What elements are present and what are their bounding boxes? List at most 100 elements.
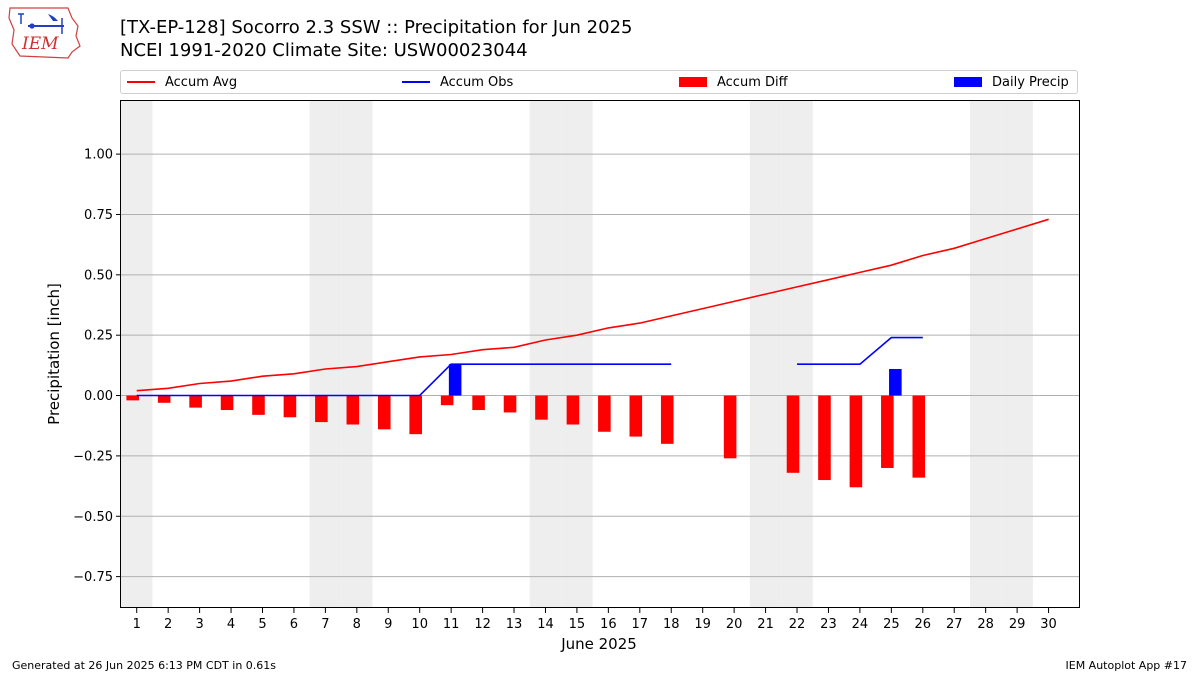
legend-item-accum-obs: Accum Obs (402, 71, 513, 93)
y-tick-label: 0.25 (84, 329, 113, 344)
footer-app: IEM Autoplot App #17 (1065, 659, 1188, 672)
y-tick-label: 1.00 (84, 148, 113, 163)
legend-label-accum-diff: Accum Diff (717, 74, 788, 90)
accum-diff-bar-16 (598, 395, 611, 432)
legend-item-accum-diff: Accum Diff (679, 71, 788, 93)
accum-diff-bar-17 (629, 395, 643, 437)
accum-diff-bar-22 (786, 395, 800, 473)
accum-diff-bar-26 (912, 395, 926, 478)
x-tick-label: 2 (164, 617, 172, 632)
accum-diff-bar-24 (849, 395, 863, 488)
x-axis-label: June 2025 (560, 635, 637, 653)
accum-diff-bar-23 (818, 395, 831, 481)
legend-item-accum-avg: Accum Avg (127, 71, 237, 93)
weekend-band-29 (1001, 101, 1033, 608)
accum-diff-bar-10 (409, 395, 422, 435)
accum-diff-bar-2 (157, 395, 171, 403)
x-tick-label: 18 (663, 617, 680, 632)
weekend-band-28 (969, 101, 1002, 608)
x-tick-label: 10 (411, 617, 428, 632)
weekend-band-1 (121, 101, 153, 608)
x-tick-label: 29 (1009, 617, 1026, 632)
weekend-band-8 (341, 101, 373, 608)
accum-obs-line-2 (797, 336, 923, 366)
x-tick-label: 21 (757, 617, 774, 632)
svg-text:IEM: IEM (21, 34, 59, 54)
accum-diff-bar-15 (566, 395, 580, 425)
accum-diff-bar-25 (881, 395, 894, 468)
legend-label-accum-obs: Accum Obs (440, 74, 514, 90)
weekend-band-22 (781, 101, 813, 608)
weekend-shading (121, 101, 1033, 608)
legend-swatch-accum-avg (127, 81, 155, 83)
x-axis: 1 2 3 4 5 6 7 8 9 10 11 12 13 14 15 16 17 18 19 20 21 22 23 24 2… (133, 608, 1057, 632)
y-axis-label: Precipitation [inch] (45, 283, 63, 425)
bars (126, 364, 926, 488)
weekend-band-21 (749, 101, 782, 608)
legend-label-daily-precip: Daily Precip (992, 74, 1069, 90)
weekend-band-15 (561, 101, 593, 608)
weekend-band-7 (309, 101, 342, 608)
x-tick-label: 15 (569, 617, 586, 632)
x-tick-label: 28 (977, 617, 994, 632)
accum-diff-bar-13 (503, 395, 517, 413)
x-tick-label: 7 (321, 617, 329, 632)
x-tick-label: 22 (789, 617, 806, 632)
accum-diff-bar-6 (283, 395, 297, 418)
accum-diff-bar-7 (315, 395, 328, 423)
legend-swatch-accum-obs (402, 81, 430, 83)
y-tick-label: −0.75 (73, 570, 113, 585)
accum-diff-bar-20 (723, 395, 737, 459)
x-tick-label: 9 (384, 617, 392, 632)
accum-diff-bar-5 (252, 395, 265, 415)
legend-item-daily-precip: Daily Precip (954, 71, 1069, 93)
x-tick-label: 19 (694, 617, 711, 632)
accum-diff-bar-3 (189, 395, 202, 408)
y-axis: −0.75 −0.50 −0.25 0.00 0.25 0.50 0.75 1.00 (73, 148, 121, 585)
legend-swatch-accum-diff (679, 77, 707, 87)
x-tick-label: 26 (915, 617, 932, 632)
x-tick-label: 13 (506, 617, 523, 632)
weekend-band-14 (529, 101, 562, 608)
y-tick-label: −0.25 (73, 449, 113, 464)
x-tick-label: 4 (227, 617, 235, 632)
accum-diff-bar-11 (440, 395, 454, 406)
x-tick-label: 8 (353, 617, 361, 632)
accum-diff-bar-18 (660, 395, 674, 444)
chart-legend: Accum Avg Accum Obs Accum Diff Daily Pre… (120, 70, 1078, 94)
x-tick-label: 6 (290, 617, 298, 632)
y-tick-label: −0.50 (73, 510, 113, 525)
lines (136, 218, 1049, 397)
y-tick-label: 0.00 (84, 389, 113, 404)
x-tick-label: 1 (133, 617, 141, 632)
x-tick-label: 5 (258, 617, 266, 632)
x-tick-label: 20 (726, 617, 743, 632)
x-tick-label: 24 (852, 617, 869, 632)
x-tick-label: 17 (632, 617, 649, 632)
legend-label-accum-avg: Accum Avg (165, 74, 238, 90)
daily-precip-bar-25 (889, 368, 902, 396)
accum-diff-bar-1 (126, 395, 140, 401)
x-tick-label: 14 (537, 617, 554, 632)
daily-precip-bar-11 (448, 364, 462, 396)
y-tick-label: 0.75 (84, 208, 113, 223)
accum-diff-bar-14 (535, 395, 548, 420)
x-tick-label: 3 (195, 617, 203, 632)
accum-obs-line-1 (136, 363, 672, 397)
chart-title: [TX-EP-128] Socorro 2.3 SSW :: Precipita… (120, 17, 633, 38)
iem-logo: IEM (8, 7, 81, 59)
y-tick-label: 0.50 (84, 268, 113, 283)
x-tick-label: 12 (474, 617, 491, 632)
accum-diff-bar-12 (472, 395, 485, 411)
y-gridlines (121, 153, 1080, 578)
x-tick-label: 25 (883, 617, 900, 632)
x-tick-label: 16 (600, 617, 617, 632)
accum-avg-line-1 (136, 218, 1049, 392)
accum-diff-bar-4 (220, 395, 234, 411)
legend-swatch-daily-precip (954, 77, 982, 87)
accum-diff-bar-8 (346, 395, 360, 425)
x-tick-label: 30 (1040, 617, 1057, 632)
x-tick-label: 27 (946, 617, 963, 632)
accum-diff-bar-9 (377, 395, 391, 430)
